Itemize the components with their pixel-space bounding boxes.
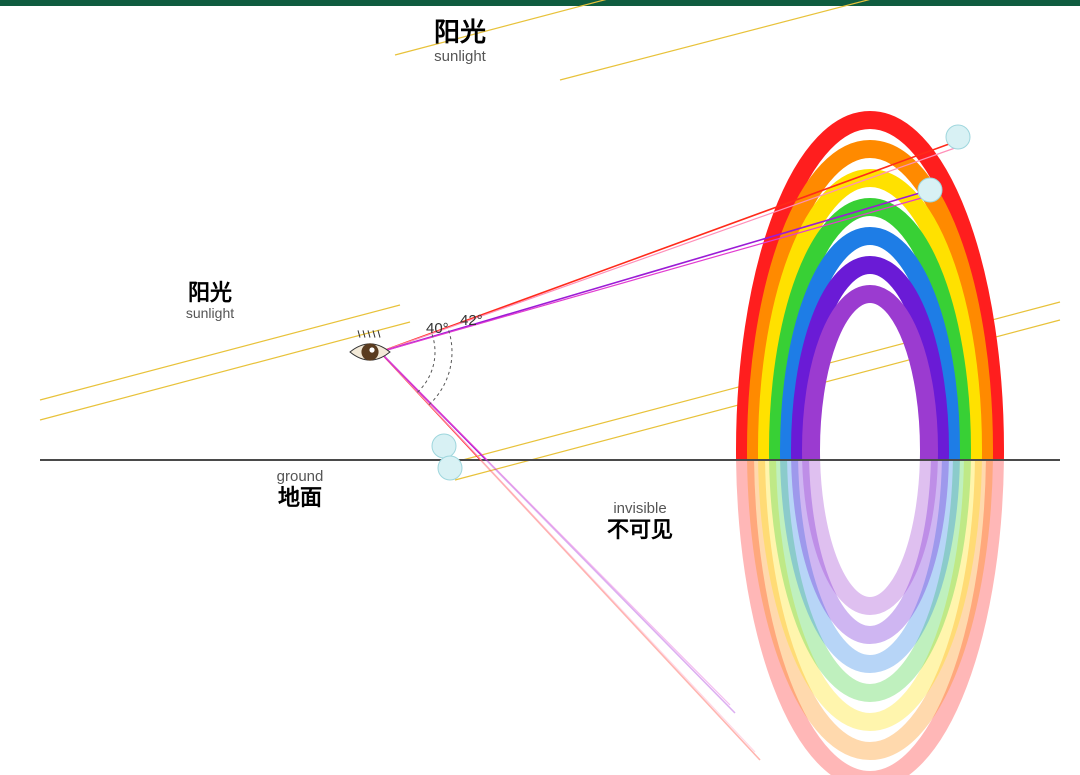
label-ground: ground 地面 xyxy=(240,468,360,511)
label-ground-cn: 地面 xyxy=(240,485,360,510)
diagram-stage: 阳光 sunlight 阳光 sunlight ground 地面 invisi… xyxy=(0,0,1080,775)
water-droplet xyxy=(918,178,942,202)
water-droplet xyxy=(432,434,456,458)
diagram-svg xyxy=(0,0,1080,775)
label-invisible: invisible 不可见 xyxy=(580,500,700,543)
label-sunlight-left: 阳光 sunlight xyxy=(150,280,270,321)
observer-eye-icon xyxy=(350,330,390,360)
water-droplet xyxy=(438,456,462,480)
label-invisible-cn: 不可见 xyxy=(580,517,700,542)
angle-40-label: 40° xyxy=(426,320,449,337)
label-sunlight-left-cn: 阳光 xyxy=(150,280,270,305)
label-sunlight-top: 阳光 sunlight xyxy=(400,18,520,65)
water-droplet xyxy=(946,125,970,149)
label-sunlight-top-en: sunlight xyxy=(400,48,520,65)
label-invisible-en: invisible xyxy=(580,500,700,517)
label-sunlight-left-en: sunlight xyxy=(150,305,270,321)
label-ground-en: ground xyxy=(240,468,360,485)
label-sunlight-top-cn: 阳光 xyxy=(400,18,520,48)
angle-42-label: 42° xyxy=(460,312,483,329)
